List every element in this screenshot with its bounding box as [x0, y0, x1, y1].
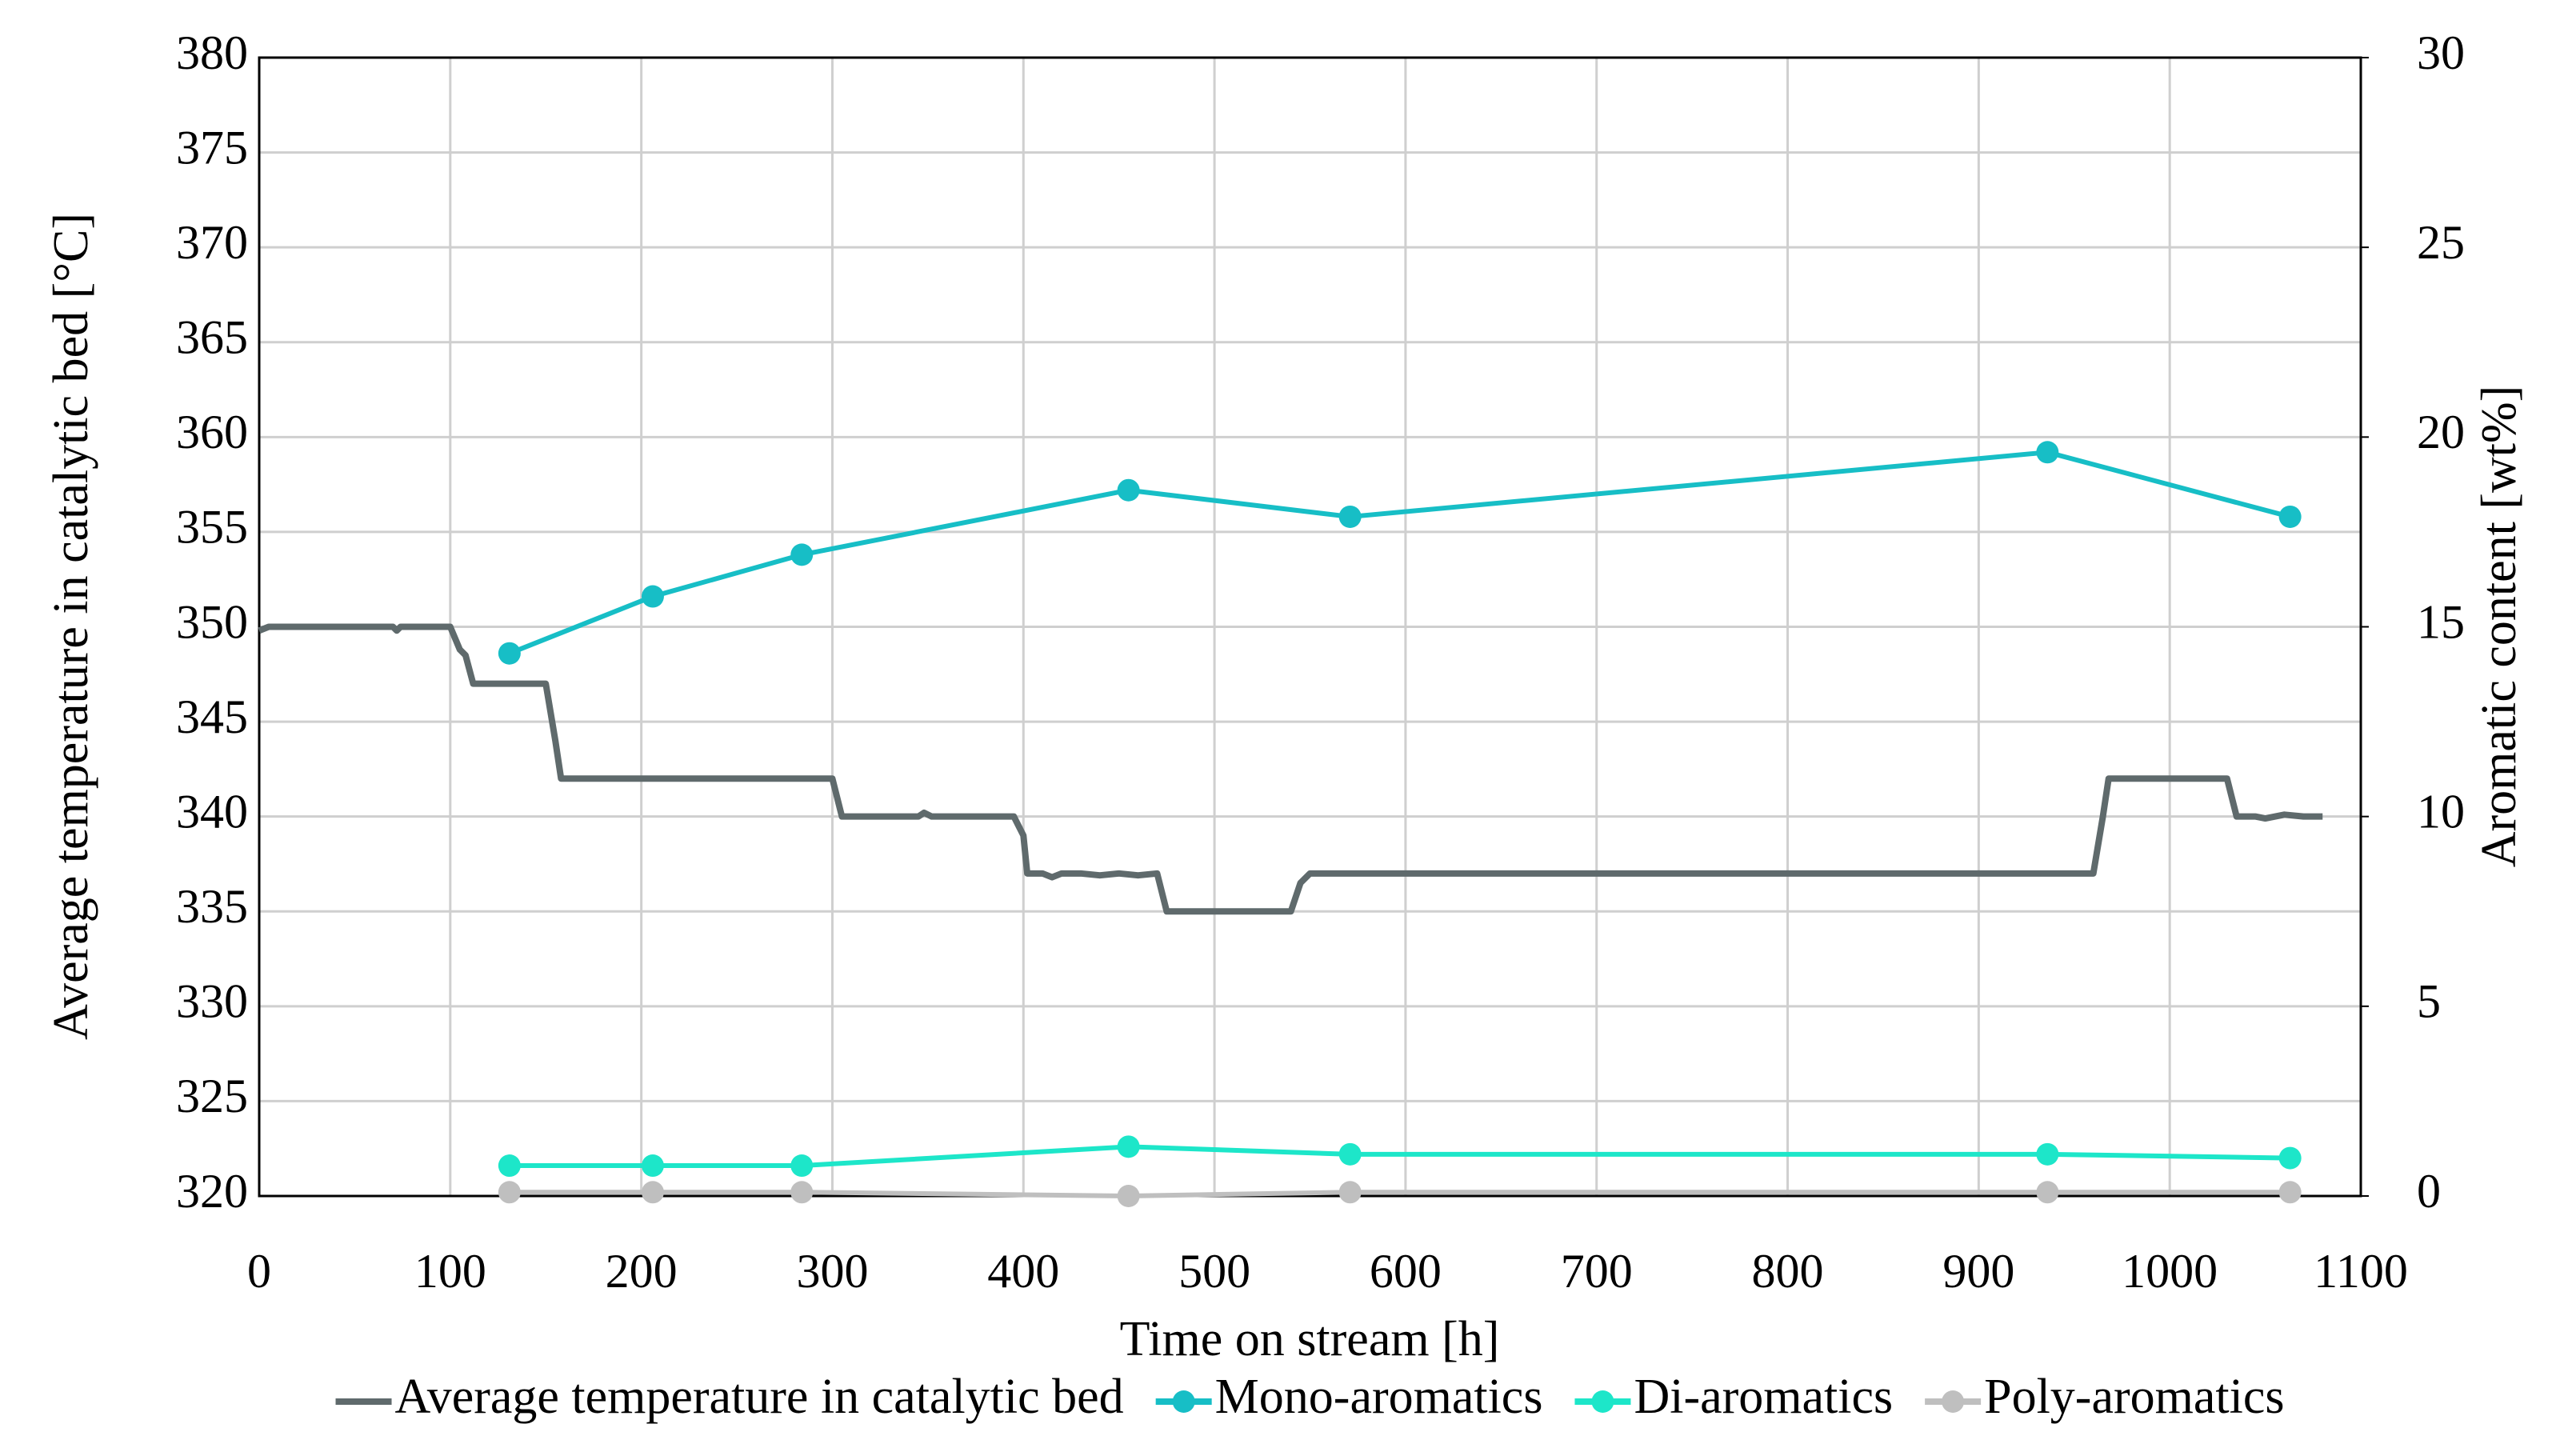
y2-tick-label: 0 [2417, 1165, 2441, 1218]
legend-label: Poly-aromatics [1984, 1370, 2284, 1424]
y-tick-label: 320 [176, 1165, 248, 1218]
y-tick-label: 375 [176, 121, 248, 174]
legend: Average temperature in catalytic bed Mono… [335, 1370, 2284, 1424]
y-tick-label: 365 [176, 311, 248, 364]
x-tick-label: 200 [606, 1245, 678, 1298]
y-tick-label: 370 [176, 216, 248, 269]
data-point [2036, 1142, 2059, 1166]
data-point [1117, 478, 1140, 502]
data-point [641, 585, 664, 608]
series-line [508, 450, 2291, 656]
data-point [1338, 1142, 1362, 1166]
data-point [790, 1154, 814, 1178]
data-point [2036, 1181, 2059, 1204]
x-tick-label: 600 [1370, 1245, 1442, 1298]
data-point [2036, 441, 2059, 464]
y-tick-label: 335 [176, 880, 248, 933]
legend-label: Mono-aromatics [1215, 1370, 1543, 1424]
data-point [641, 1154, 664, 1178]
y-tick-label: 330 [176, 975, 248, 1028]
y2-axis-title: Aromatic content [wt%] [2472, 386, 2526, 868]
legend-marker [1591, 1390, 1614, 1413]
series-line [509, 1144, 2290, 1169]
y2-tick-label: 5 [2417, 975, 2441, 1028]
legend-marker [1942, 1390, 1965, 1413]
x-tick-label: 900 [1942, 1245, 2014, 1298]
y2-tick-label: 20 [2417, 406, 2465, 458]
data-point [2278, 1146, 2302, 1170]
y2-tick-label: 30 [2417, 26, 2465, 79]
x-axis-title: Time on stream [h] [1120, 1312, 1500, 1366]
y-tick-label: 355 [176, 501, 248, 554]
data-point [1338, 1181, 1362, 1204]
y-tick-label: 350 [176, 595, 248, 648]
legend-marker [1172, 1390, 1195, 1413]
data-point [1117, 1185, 1140, 1207]
y-tick-label: 360 [176, 406, 248, 458]
data-point [498, 1154, 521, 1178]
y-tick-label: 340 [176, 785, 248, 838]
x-tick-label: 1000 [2122, 1245, 2218, 1298]
x-tick-label: 400 [987, 1245, 1059, 1298]
data-point [1117, 1135, 1140, 1158]
y2-tick-label: 25 [2417, 216, 2465, 269]
y-axis-title: Average temperature in catalytic bed [°C… [44, 213, 98, 1040]
legend-label: Di-aromatics [1634, 1370, 1893, 1424]
y-tick-label: 325 [176, 1070, 248, 1122]
x-tick-label: 500 [1178, 1245, 1250, 1298]
data-point [1338, 505, 1362, 528]
plot-frame [258, 56, 2362, 1198]
data-point [498, 642, 521, 665]
y-tick-label: 380 [176, 26, 248, 79]
y2-tick-label: 15 [2417, 595, 2465, 648]
y-tick-label: 345 [176, 690, 248, 743]
x-tick-label: 300 [796, 1245, 868, 1298]
data-point [498, 1181, 521, 1204]
x-tick-label: 700 [1561, 1245, 1633, 1298]
x-tick-label: 1100 [2314, 1245, 2408, 1298]
data-point [2278, 1181, 2302, 1204]
x-tick-label: 100 [414, 1245, 486, 1298]
data-point [790, 1181, 814, 1204]
data-point [2278, 505, 2302, 528]
x-tick-label: 0 [247, 1245, 271, 1298]
data-point [641, 1181, 664, 1204]
y2-tick-label: 10 [2417, 785, 2465, 838]
series-line [258, 623, 2323, 915]
legend-label: Average temperature in catalytic bed [395, 1370, 1124, 1424]
x-tick-label: 800 [1752, 1245, 1824, 1298]
data-point [790, 543, 814, 566]
